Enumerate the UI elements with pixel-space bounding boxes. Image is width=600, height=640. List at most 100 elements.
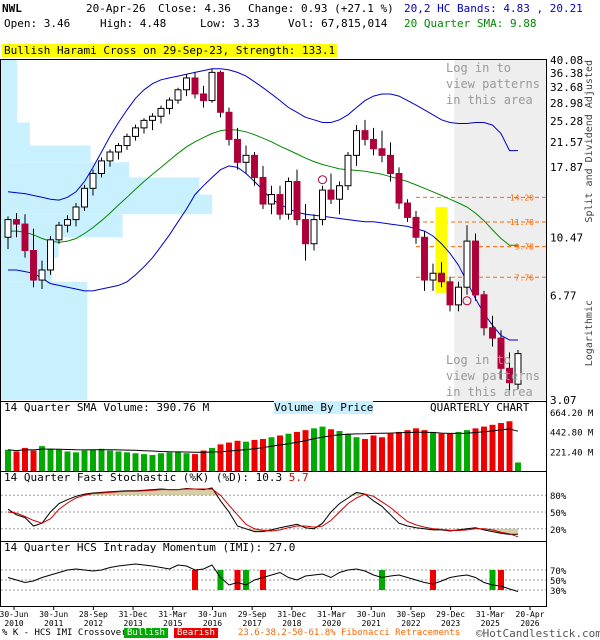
volume-bar bbox=[489, 424, 496, 471]
quote-date: 20-Apr-26 bbox=[86, 2, 146, 15]
fib-legend: 23.6-38.2-50-61.8% Fibonacci Retracement… bbox=[238, 628, 461, 638]
candle-body bbox=[106, 151, 114, 162]
candle-body bbox=[13, 219, 20, 225]
symbol: NWL bbox=[2, 2, 22, 15]
candle-body bbox=[234, 138, 241, 163]
volume-bar bbox=[81, 450, 88, 471]
bearish-badge: Bearish bbox=[174, 628, 218, 638]
x-axis-label-year: 2010 bbox=[4, 619, 23, 628]
candle-body bbox=[429, 272, 437, 281]
change-value: Change: 0.93 (+27.1 %) bbox=[248, 2, 394, 15]
volume-bar bbox=[336, 431, 343, 471]
candle-body bbox=[293, 181, 301, 221]
candle-body bbox=[327, 189, 335, 200]
sma-line bbox=[8, 128, 518, 246]
candle-body bbox=[89, 173, 97, 189]
candle-body bbox=[4, 219, 12, 238]
imi-panel-frame bbox=[0, 541, 547, 607]
price-axis-label: 40.08 bbox=[550, 54, 583, 67]
volume-bar bbox=[64, 451, 71, 471]
candle-body bbox=[123, 135, 131, 147]
volume-bar bbox=[132, 453, 139, 471]
candle-body bbox=[183, 77, 190, 91]
volume-bar bbox=[149, 455, 156, 471]
candle-body bbox=[353, 130, 360, 156]
pattern-banner: Bullish Harami Cross on 29-Sep-23, Stren… bbox=[2, 44, 338, 57]
candle-body bbox=[412, 216, 420, 238]
volume-by-price-bar bbox=[1, 194, 213, 215]
x-axis-label-date: 20-Apr bbox=[516, 610, 545, 619]
login-notice-bottom[interactable]: Log in to view patterns in this area bbox=[446, 353, 540, 399]
volume-axis-label: 664.20 M bbox=[550, 409, 594, 419]
fib-label: 9.78 bbox=[515, 243, 534, 252]
brand-link[interactable]: ©HotCandlestick.com bbox=[476, 627, 600, 640]
volume-bar bbox=[115, 451, 122, 471]
volume-bar bbox=[217, 444, 224, 471]
volume-bar bbox=[56, 449, 62, 471]
signal-circle-marker bbox=[462, 296, 472, 306]
volume-sma-line bbox=[7, 428, 519, 453]
price-axis-label: 25.28 bbox=[550, 115, 583, 128]
volume-bar bbox=[30, 450, 37, 471]
volume-bar bbox=[413, 428, 419, 471]
volume-bar bbox=[268, 437, 275, 471]
stoch-panel-title: 14 Quarter Fast Stochastic (%K) (%D): 10… bbox=[4, 471, 309, 484]
x-axis-label-year: 2021 bbox=[362, 619, 381, 628]
x-axis-label-year: 2023 bbox=[441, 619, 460, 628]
volume-bar bbox=[447, 433, 453, 471]
volume-bar bbox=[251, 439, 258, 471]
candle-body bbox=[472, 240, 479, 296]
stoch-axis-label: 20% bbox=[550, 526, 567, 536]
candle-body bbox=[395, 173, 403, 204]
x-axis-label-year: 2012 bbox=[84, 619, 103, 628]
candle-body bbox=[200, 93, 207, 102]
imi-axis-label: 30% bbox=[550, 587, 567, 597]
x-axis-label-date: 30-Jun bbox=[357, 610, 386, 619]
volume-bar bbox=[379, 437, 385, 471]
price-axis-label: 32.68 bbox=[550, 81, 583, 94]
hc-band-upper-line bbox=[7, 68, 518, 201]
volume-by-price-bar bbox=[1, 60, 17, 123]
imi-panel-title: 14 Quarter HCS Intraday Momentum (IMI): … bbox=[4, 541, 296, 554]
stoch-axis-label: 80% bbox=[550, 492, 567, 502]
price-axis-label: 21.57 bbox=[550, 136, 583, 149]
candle-body bbox=[421, 236, 428, 281]
x-axis-label-date: 30-Sep bbox=[396, 610, 425, 619]
candle-body bbox=[166, 99, 173, 109]
vbp-label: Volume By Price bbox=[274, 401, 374, 414]
volume-bar bbox=[353, 437, 360, 471]
x-axis-label-year: 2015 bbox=[163, 619, 182, 628]
x-axis-label-date: 29-Sep bbox=[238, 610, 267, 619]
volume-bar bbox=[421, 430, 428, 471]
candle-body bbox=[55, 224, 63, 241]
volume-bar bbox=[311, 428, 317, 471]
candle-body bbox=[378, 148, 386, 156]
volume-bar bbox=[506, 421, 513, 471]
x-axis-label-date: 31-Mar bbox=[317, 610, 346, 619]
candle-body bbox=[140, 119, 148, 129]
volume-bar bbox=[464, 430, 470, 471]
volume-bar bbox=[302, 430, 309, 471]
candle-body bbox=[387, 154, 394, 175]
candle-body bbox=[497, 337, 505, 369]
volume-bar bbox=[226, 442, 232, 471]
crossover-marker bbox=[217, 570, 224, 590]
volume-bar bbox=[481, 426, 487, 471]
volume-bar bbox=[455, 431, 462, 471]
volume-by-price-bar bbox=[1, 145, 91, 163]
volume-bar bbox=[158, 453, 164, 471]
candle-body bbox=[302, 219, 309, 245]
fib-label: 11.78 bbox=[510, 218, 534, 227]
signal-circle-marker bbox=[318, 175, 327, 185]
volume-bar bbox=[472, 428, 479, 471]
candle-body bbox=[174, 89, 182, 101]
bullish-badge: Bullish bbox=[124, 628, 168, 638]
volume-bar bbox=[192, 454, 198, 471]
crossover-marker bbox=[489, 570, 496, 590]
login-notice-top[interactable]: Log in to view patterns in this area bbox=[446, 61, 540, 107]
candle-body bbox=[370, 138, 377, 150]
x-axis-label-date: 30-Jun bbox=[0, 610, 29, 619]
volume-bar bbox=[200, 450, 207, 471]
crossover-marker bbox=[498, 570, 504, 590]
